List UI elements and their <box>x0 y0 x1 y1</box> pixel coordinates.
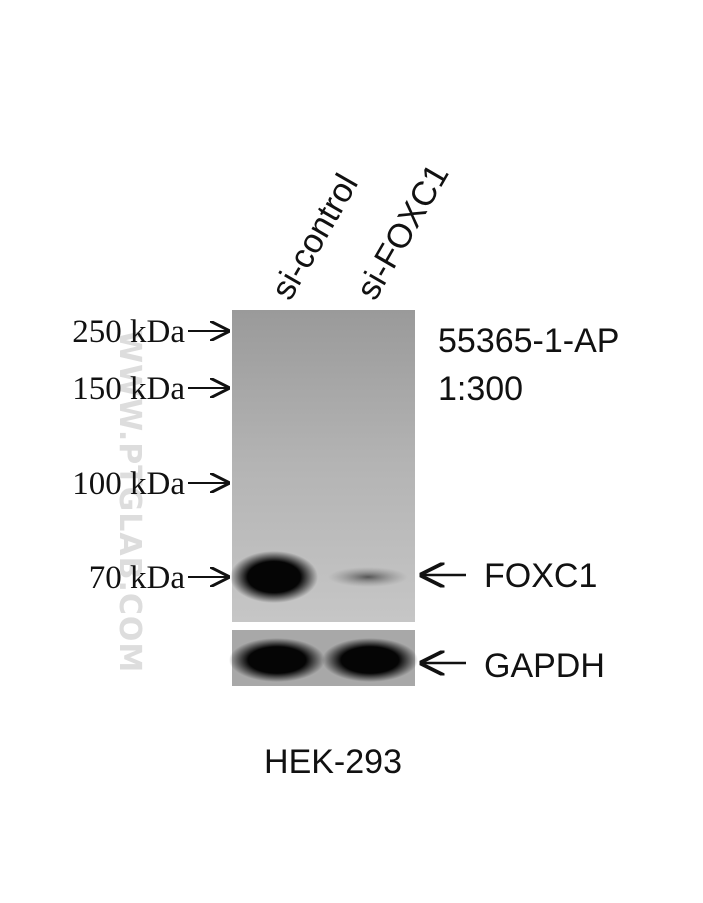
lane-label: si-FOXC1 <box>349 158 457 306</box>
antibody-dilution: 1:300 <box>438 370 523 408</box>
marker-label: 250 kDa <box>72 314 185 350</box>
watermark: WWW.PTGLAB.COM <box>112 330 147 673</box>
antibody-catalog: 55365-1-AP <box>438 322 619 360</box>
band <box>230 551 318 603</box>
marker-label: 150 kDa <box>72 371 185 407</box>
marker-label: 100 kDa <box>72 466 185 502</box>
band-label: GAPDH <box>484 647 605 685</box>
band-label: FOXC1 <box>484 557 597 595</box>
band <box>328 567 408 587</box>
cell-line: HEK-293 <box>264 743 402 781</box>
band <box>322 638 418 682</box>
marker-label: 70 kDa <box>89 560 186 596</box>
band <box>229 638 325 682</box>
